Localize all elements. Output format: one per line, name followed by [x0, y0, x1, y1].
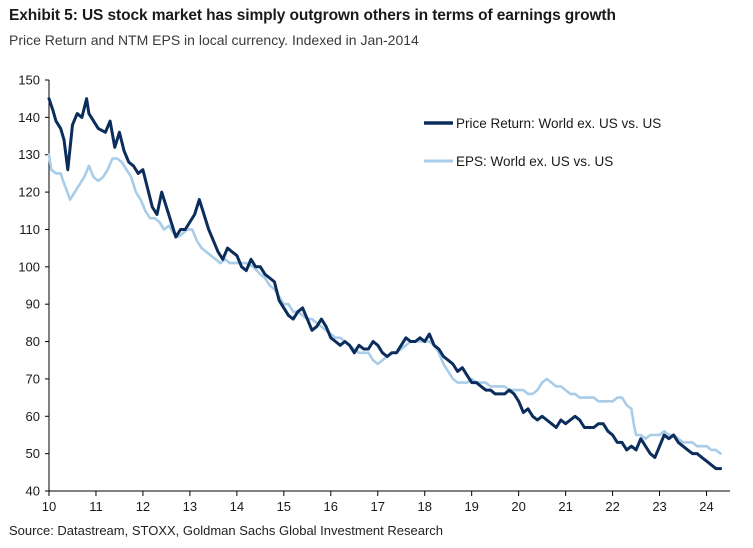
- legend-label: EPS: World ex. US vs. US: [456, 154, 613, 169]
- y-axis-ticks: 40 50 60 70 80 90 100 110 120 130 140 150: [18, 73, 49, 499]
- y-tick-label: 150: [18, 73, 40, 88]
- legend: Price Return: World ex. US vs. US EPS: Wo…: [424, 116, 661, 169]
- y-tick-label: 60: [26, 409, 40, 424]
- y-tick-label: 100: [18, 259, 40, 274]
- y-tick-label: 110: [19, 222, 40, 237]
- x-tick-label: 14: [230, 499, 244, 514]
- legend-label: Price Return: World ex. US vs. US: [456, 116, 661, 131]
- chart-axes: [48, 80, 730, 492]
- source-note: Source: Datastream, STOXX, Goldman Sachs…: [9, 523, 444, 538]
- x-tick-label: 10: [42, 499, 56, 514]
- x-tick-label: 12: [136, 499, 150, 514]
- x-tick-label: 24: [699, 499, 713, 514]
- y-tick-label: 90: [26, 297, 40, 312]
- y-tick-label: 120: [18, 185, 40, 200]
- series-price-return-line: [47, 97, 723, 471]
- y-tick-label: 70: [26, 371, 40, 386]
- chart-title: Exhibit 5: US stock market has simply ou…: [9, 7, 616, 24]
- series-layer: [47, 97, 723, 471]
- y-tick-label: 130: [18, 147, 40, 162]
- x-tick-label: 15: [277, 499, 291, 514]
- chart-subtitle: Price Return and NTM EPS in local curren…: [9, 32, 419, 48]
- x-tick-label: 22: [605, 499, 619, 514]
- x-tick-label: 20: [511, 499, 525, 514]
- x-tick-label: 18: [417, 499, 431, 514]
- x-tick-label: 19: [464, 499, 478, 514]
- x-tick-label: 11: [89, 499, 103, 514]
- y-tick-label: 50: [26, 446, 40, 461]
- y-tick-label: 140: [18, 110, 40, 125]
- x-tick-label: 17: [371, 499, 385, 514]
- x-tick-label: 16: [324, 499, 338, 514]
- x-axis-ticks: 10 11 12 13 14 15 16 17 18 19 20 21 22 23 24: [42, 491, 714, 514]
- x-tick-label: 23: [652, 499, 666, 514]
- y-tick-label: 80: [26, 334, 40, 349]
- x-tick-label: 13: [183, 499, 197, 514]
- y-tick-label: 40: [26, 484, 40, 499]
- x-tick-label: 21: [558, 499, 572, 514]
